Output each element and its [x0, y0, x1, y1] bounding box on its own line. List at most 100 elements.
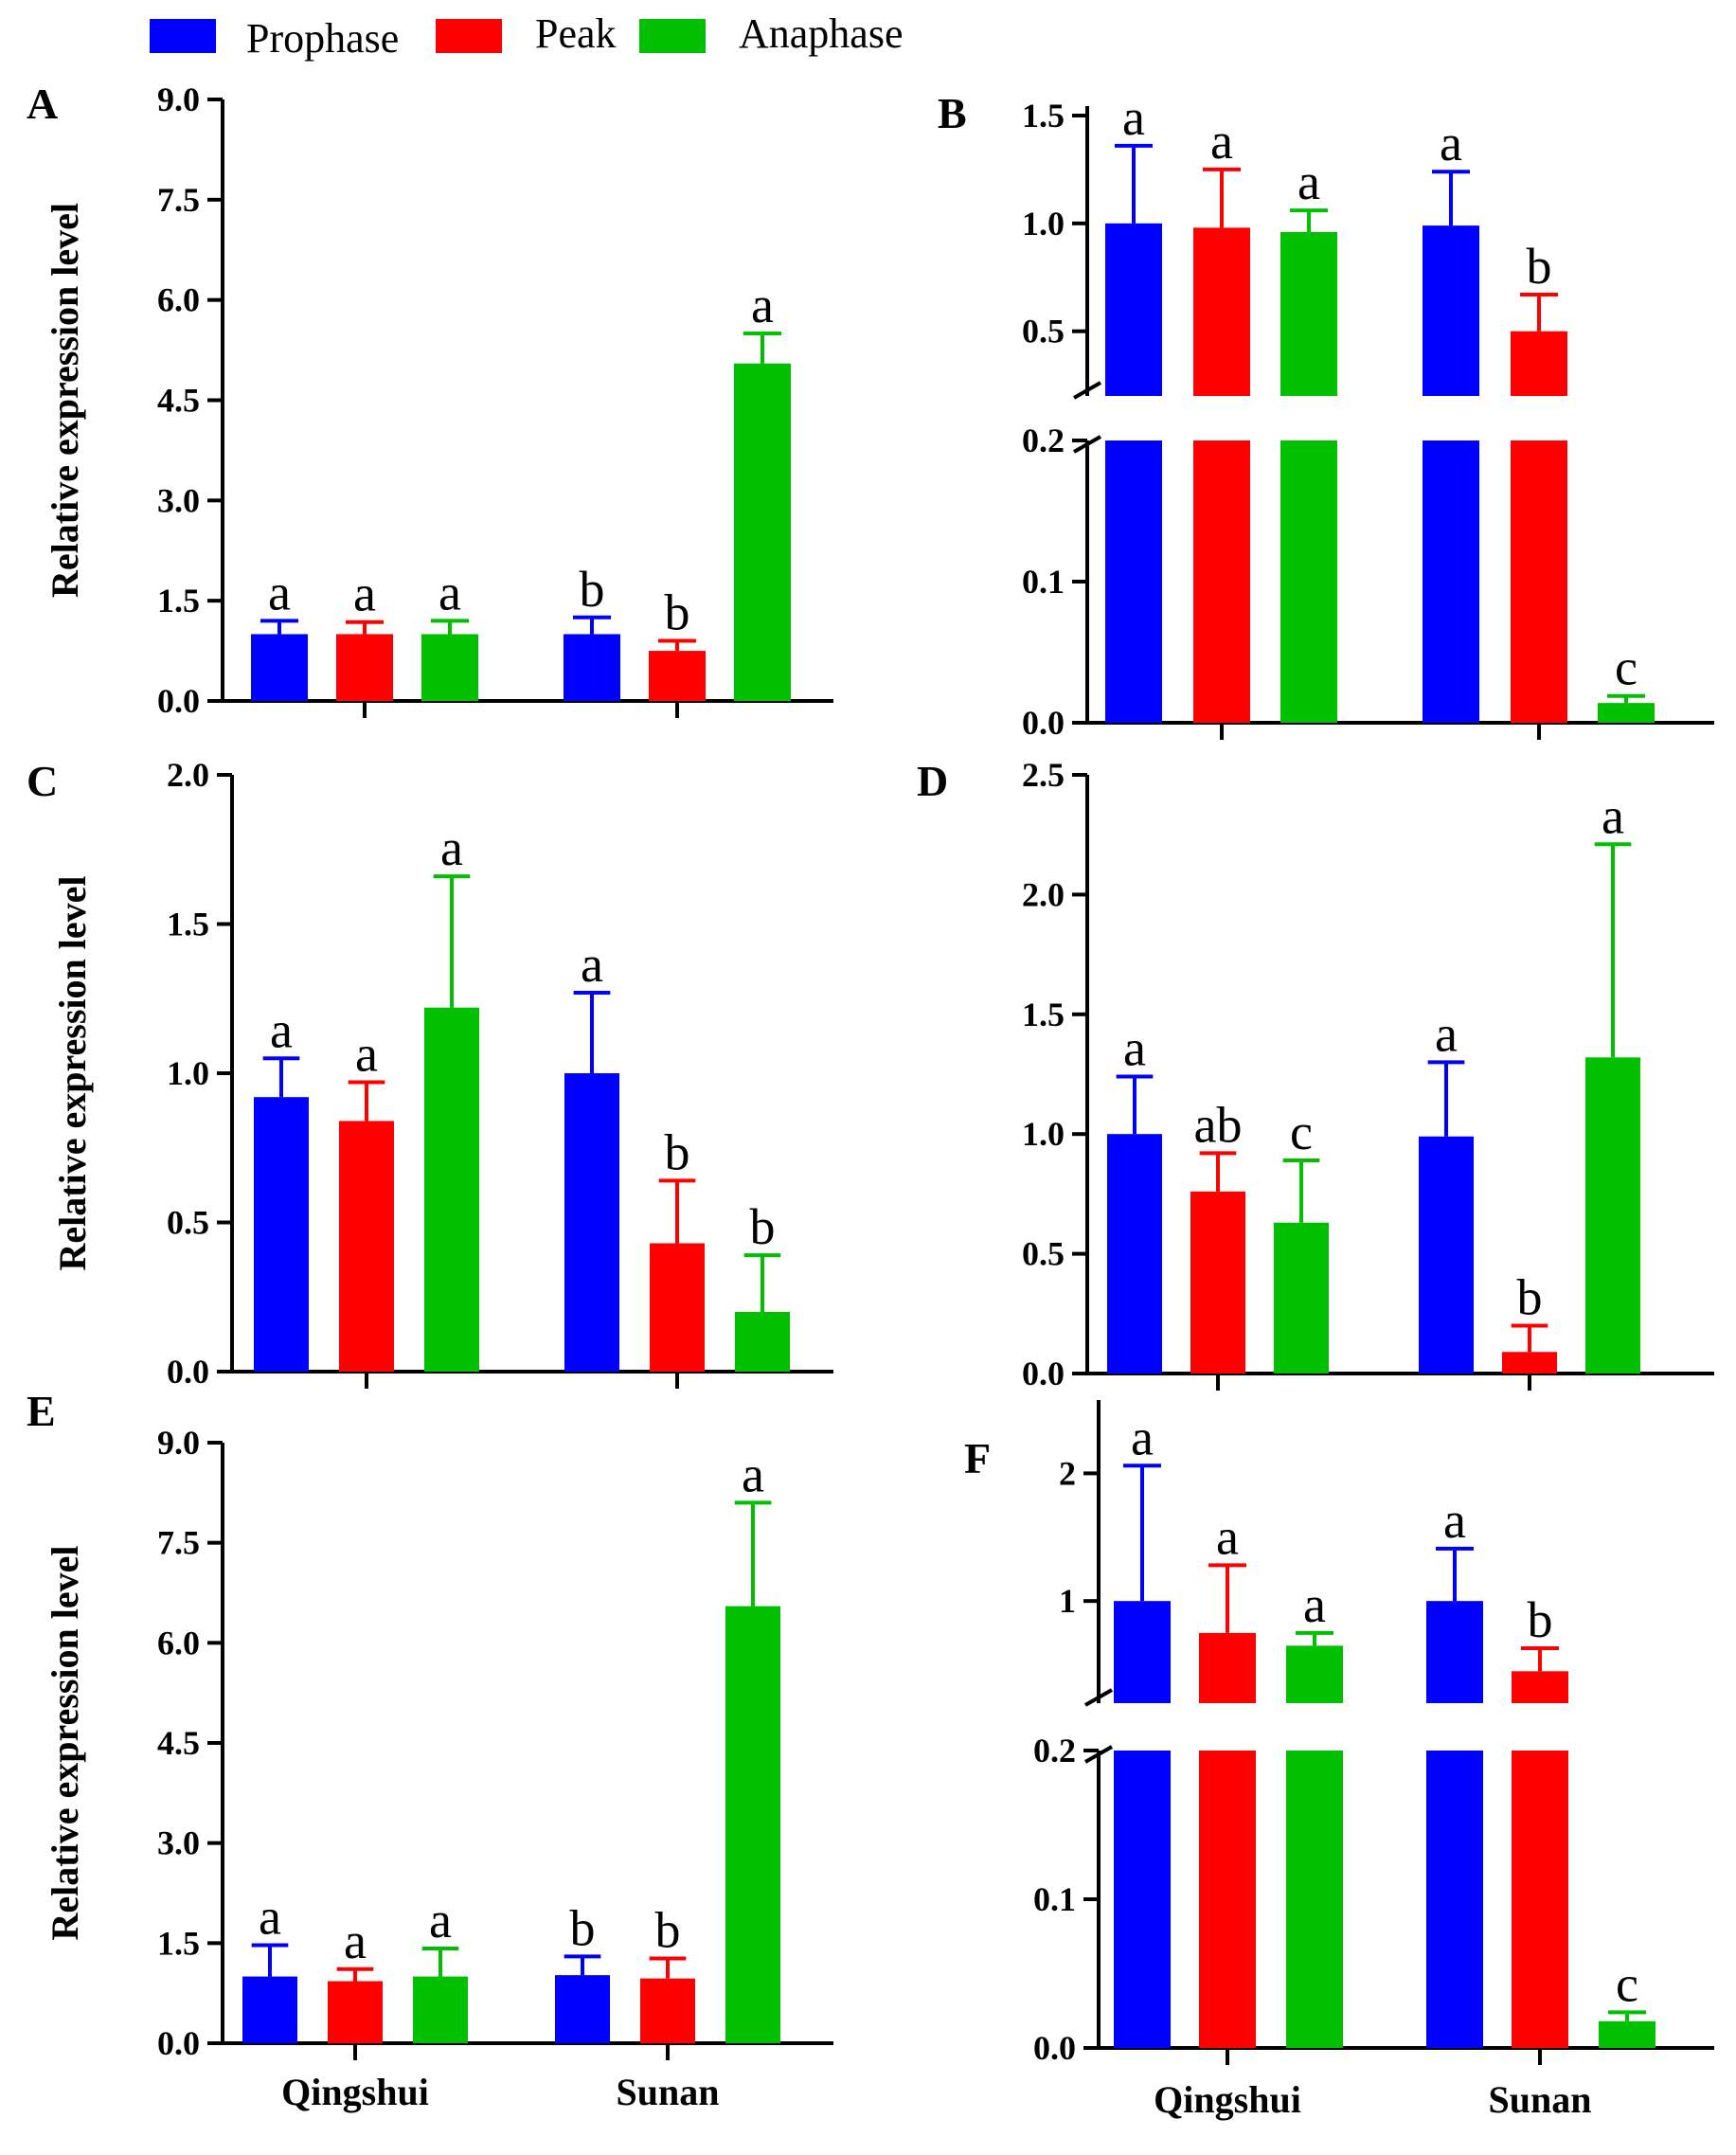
significance-letter: a: [1298, 153, 1320, 210]
bar: [1502, 1352, 1557, 1374]
bar-upper-segment: [1423, 225, 1479, 396]
bar: [1274, 1222, 1329, 1374]
significance-letter: a: [355, 1025, 378, 1082]
bar: [735, 1312, 790, 1372]
bar: [1419, 1136, 1474, 1374]
bar: [421, 634, 478, 701]
bar-lower-segment: [1114, 1751, 1171, 2048]
bar-lower-segment: [1286, 1751, 1343, 2048]
bar: [328, 1981, 383, 2043]
significance-letter: a: [742, 1446, 764, 1502]
bar: [1585, 1057, 1640, 1374]
y-tick-label: 7.5: [157, 1524, 200, 1562]
bar: [650, 1243, 705, 1372]
y-tick-label: 1.5: [167, 906, 209, 943]
significance-letter: a: [1440, 115, 1462, 171]
bar: [564, 634, 620, 701]
significance-letter: c: [1290, 1104, 1313, 1160]
bar-upper-segment: [1426, 1601, 1483, 1703]
y-tick-label: 3.0: [157, 1824, 200, 1862]
significance-letter: a: [1435, 1005, 1458, 1062]
significance-letter: a: [1443, 1492, 1466, 1549]
y-tick-label: 2.0: [1022, 875, 1065, 913]
significance-letter: b: [580, 561, 605, 618]
x-category-label: Qingshui: [281, 2071, 429, 2113]
y-tick-label: 6.0: [157, 281, 200, 319]
significance-letter: a: [1216, 1508, 1239, 1565]
bar: [339, 1121, 394, 1372]
bar: [254, 1097, 309, 1372]
bar-upper-segment: [1512, 1671, 1568, 1703]
bar: [1107, 1134, 1162, 1374]
y-tick-label: 0.0: [157, 682, 200, 720]
y-axis-label: Relative expression level: [44, 1546, 86, 1941]
y-tick-label: 0.5: [1022, 1235, 1065, 1273]
panel-letter-b: B: [938, 89, 967, 137]
legend-label-anaphase: Anaphase: [739, 10, 904, 57]
axis-break-mark: [1073, 381, 1101, 400]
bar-upper-segment: [1286, 1645, 1343, 1703]
bar: [640, 1978, 695, 2043]
y-tick-label: 9.0: [157, 1424, 200, 1462]
y-tick-label: 0.1: [1033, 1880, 1076, 1918]
y-tick-label: 4.5: [157, 1724, 200, 1762]
y-tick-label: 1.5: [157, 582, 200, 620]
significance-letter: b: [570, 1899, 596, 1956]
bar-upper-segment: [1199, 1632, 1256, 1703]
y-tick-label: 1.5: [1022, 996, 1065, 1033]
bar-lower-segment: [1193, 440, 1250, 723]
panel-letter-e: E: [27, 1387, 56, 1435]
significance-letter: a: [270, 1001, 293, 1058]
bar-upper-segment: [1105, 223, 1162, 396]
legend: Prophase Peak Anaphase: [150, 10, 904, 62]
significance-letter: ab: [1194, 1096, 1243, 1153]
y-tick-label: 0.0: [1022, 1355, 1065, 1392]
bar-lower-segment: [1199, 1751, 1256, 2048]
y-tick-label: 0.0: [167, 1353, 209, 1391]
panel-letter-c: C: [27, 757, 58, 805]
significance-letter: a: [751, 277, 774, 333]
bar: [424, 1007, 479, 1372]
significance-letter: a: [438, 564, 461, 620]
axis-break-mark: [1073, 435, 1101, 454]
bar-lower-segment: [1426, 1751, 1483, 2048]
y-tick-label: 0.5: [1022, 313, 1065, 350]
y-tick-label: 2.5: [1022, 756, 1065, 794]
significance-letter: b: [750, 1198, 776, 1255]
y-tick-label: 0.0: [1033, 2029, 1076, 2067]
y-tick-label: 1.5: [157, 1924, 200, 1962]
bar: [564, 1073, 619, 1372]
x-category-label: Sunan: [1489, 2078, 1592, 2121]
significance-letter: a: [1123, 1020, 1146, 1077]
y-axis-label: Relative expression level: [51, 876, 94, 1271]
panel-letter-a: A: [27, 80, 58, 128]
axis-break-mark: [1084, 1688, 1113, 1707]
x-category-label: Sunan: [617, 2071, 720, 2113]
significance-letter: b: [665, 584, 690, 641]
significance-letter: a: [268, 564, 291, 620]
panel-b-chart: 0.0 0.1 0.2 0.5 1.0 1.5 a a a b a c: [1022, 89, 1714, 742]
bar: [734, 363, 791, 701]
bar-lower-segment: [1511, 440, 1567, 723]
y-tick-label: 1: [1059, 1582, 1076, 1620]
y-tick-label: 9.0: [157, 81, 200, 118]
y-axis-label: Relative expression level: [44, 203, 86, 598]
y-tick-label: 0.1: [1022, 563, 1065, 601]
y-tick-label: 0.0: [1022, 704, 1065, 742]
panel-c-chart: 0.0 0.5 1.0 1.5 2.0 a a a b a b Relative expression…: [51, 756, 833, 1391]
significance-letter: c: [1615, 639, 1638, 696]
bar-upper-segment: [1511, 331, 1567, 396]
significance-letter: a: [1210, 113, 1233, 170]
y-tick-label: 0.2: [1022, 422, 1065, 459]
significance-letter: b: [1528, 1591, 1553, 1648]
y-tick-label: 2: [1059, 1454, 1076, 1492]
y-tick-label: 1.5: [1022, 97, 1065, 135]
bar: [649, 651, 706, 701]
y-tick-label: 1.0: [1022, 1115, 1065, 1153]
legend-swatch-prophase: [150, 19, 216, 53]
legend-swatch-anaphase: [639, 19, 706, 53]
panel-e-chart: 0.0 1.5 3.0 4.5 6.0 7.5 9.0 a b a b a a Qingshui Sunan…: [44, 1424, 833, 2113]
bar-lower-segment: [1598, 703, 1655, 723]
